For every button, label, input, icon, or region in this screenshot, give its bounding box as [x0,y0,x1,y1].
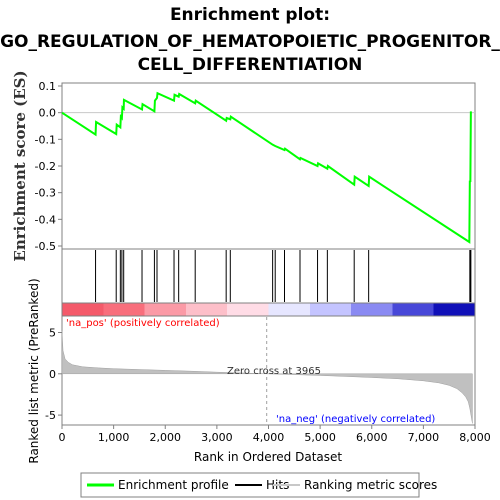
x-tick-label: 5,000 [304,431,336,444]
x-tick-label: 6,000 [356,431,388,444]
hits-markers [95,250,472,302]
title-line-1: Enrichment plot: [170,5,330,25]
es-y-tick-label: 0.0 [39,107,57,120]
metric-y-tick-label: 0 [49,368,56,381]
zero-cross-annotation: Zero cross at 3965 [227,366,321,377]
title-line-2: GO_REGULATION_OF_HEMATOPOIETIC_PROGENITO… [0,32,500,52]
legend-enrichment-label: Enrichment profile [118,478,229,492]
enrichment-profile-line [61,91,472,244]
negative-correlation-label: 'na_neg' (negatively correlated) [276,414,435,425]
es-y-axis: 0.1 0.0 -0.1 -0.2 -0.3 -0.4 -0.5 [35,80,62,253]
x-tick-label: 1,000 [98,431,130,444]
ranking-metric-area [61,330,473,424]
es-y-tick-label: -0.3 [35,187,56,200]
x-axis: 0 1,000 2,000 3,000 4,000 5,000 6,000 7,000 8,00… [59,425,491,444]
x-tick-label: 4,000 [253,431,285,444]
metric-y-tick-label: 5 [49,327,56,340]
metric-y-axis: 5 0 -5 [45,327,62,422]
x-tick-label: 3,000 [201,431,233,444]
title-line-3: CELL_DIFFERENTIATION [138,55,363,75]
legend: Enrichment profile Hits Ranking metric s… [80,472,437,498]
es-y-tick-label: -0.2 [35,160,56,173]
legend-metric-label: Ranking metric scores [304,478,437,492]
es-y-tick-label: -0.4 [35,213,56,226]
positive-correlation-label: 'na_pos' (positively correlated) [66,318,220,329]
x-tick-label: 8,000 [459,431,491,444]
es-y-tick-label: 0.1 [39,80,57,93]
chart-title: Enrichment plot: GO_REGULATION_OF_HEMATO… [0,5,500,75]
metric-y-tick-label: -5 [45,409,56,422]
es-y-axis-label: Enrichment score (ES) [11,70,29,261]
x-axis-label: Rank in Ordered Dataset [194,450,342,464]
metric-y-axis-label: Ranked list metric (PreRanked) [27,278,41,463]
es-panel-frame [61,82,476,250]
rank-color-bar [61,302,476,317]
x-tick-label: 7,000 [408,431,440,444]
x-tick-label: 0 [59,431,66,444]
es-y-tick-label: -0.1 [35,133,56,146]
x-tick-label: 2,000 [150,431,182,444]
es-y-tick-label: -0.5 [35,240,56,253]
